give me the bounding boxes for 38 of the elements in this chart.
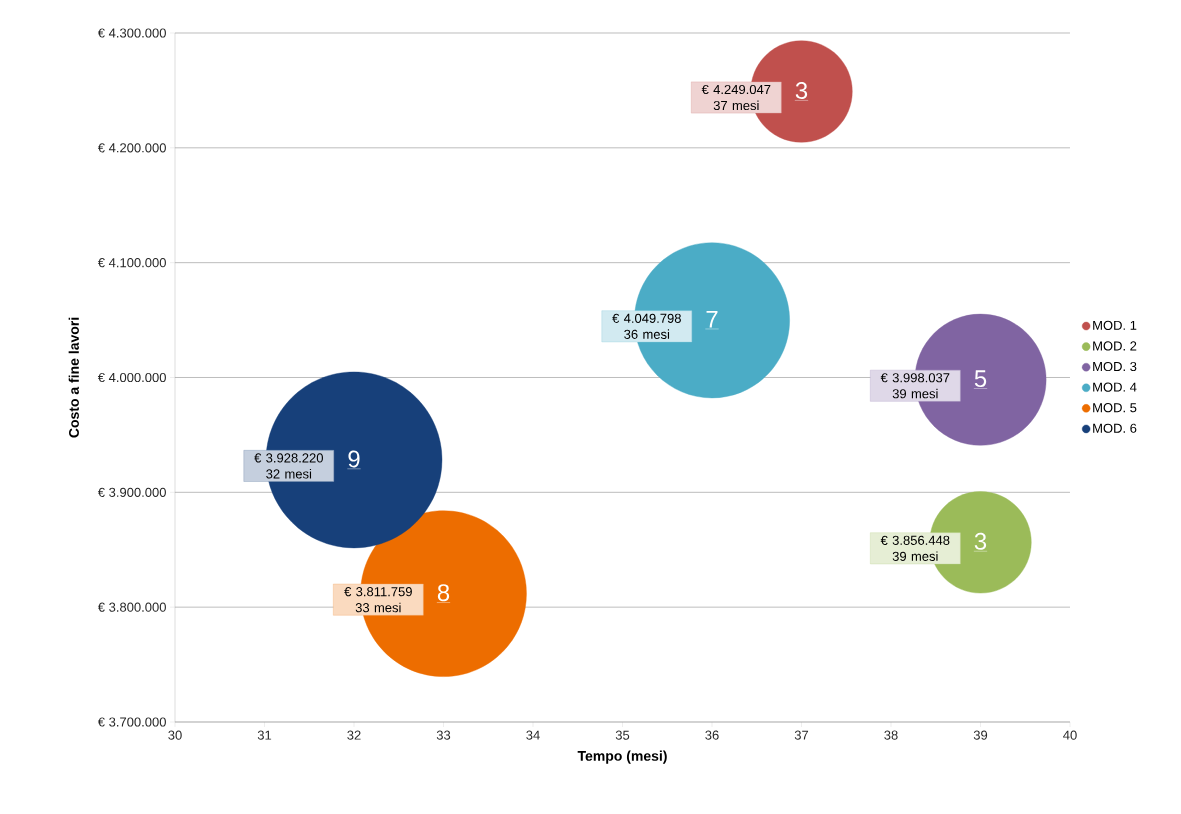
x-tick-label: 33: [436, 730, 451, 740]
data-label: € 4.249.047 37 mesi: [701, 84, 771, 111]
y-tick-label: € 3.700.000: [97, 717, 166, 727]
legend-label: MOD. 6: [1093, 423, 1137, 433]
y-tick-label: € 4.000.000: [97, 372, 166, 383]
y-tick-label: € 4.200.000: [97, 143, 166, 153]
x-tick-label: 31: [257, 730, 272, 740]
y-axis-title: Costo a fine lavori: [68, 317, 79, 438]
y-tick-label: € 4.100.000: [97, 258, 166, 268]
x-tick-label: 30: [168, 730, 182, 740]
data-label: € 3.928.220 32 mesi: [254, 453, 323, 479]
annotation: 9: [348, 450, 360, 468]
legend-label: MOD. 3: [1093, 361, 1137, 372]
legend-label: MOD. 2: [1093, 341, 1137, 351]
annotation: 7: [706, 311, 718, 328]
annotation: 3: [795, 82, 808, 99]
annotation: 5: [974, 370, 987, 388]
x-tick-label: 32: [347, 730, 361, 740]
legend-label: MOD. 5: [1093, 403, 1137, 413]
data-label: € 3.998.037 39 mesi: [880, 373, 950, 399]
x-tick-label: 36: [705, 730, 719, 740]
annotation: 3: [974, 532, 987, 550]
y-tick-label: € 3.800.000: [97, 602, 166, 612]
data-label: € 3.856.448 39 mesi: [880, 535, 950, 561]
data-label: € 3.811.759 33 mesi: [344, 587, 412, 613]
x-tick-label: 39: [973, 730, 988, 740]
y-tick-label: € 3.900.000: [97, 487, 166, 497]
x-tick-label: 35: [615, 730, 630, 740]
x-tick-label: 38: [884, 730, 898, 740]
annotation: 8: [437, 584, 450, 602]
data-label: € 4.049.798 36 mesi: [612, 313, 681, 339]
x-tick-label: 34: [526, 730, 540, 740]
legend-label: MOD. 1: [1093, 320, 1137, 330]
x-tick-label: 37: [794, 730, 809, 740]
y-tick-label: € 4.300.000: [97, 28, 166, 38]
x-axis-title: Tempo (mesi): [577, 750, 667, 764]
x-tick-label: 40: [1063, 730, 1077, 740]
legend-label: MOD. 4: [1093, 382, 1137, 392]
